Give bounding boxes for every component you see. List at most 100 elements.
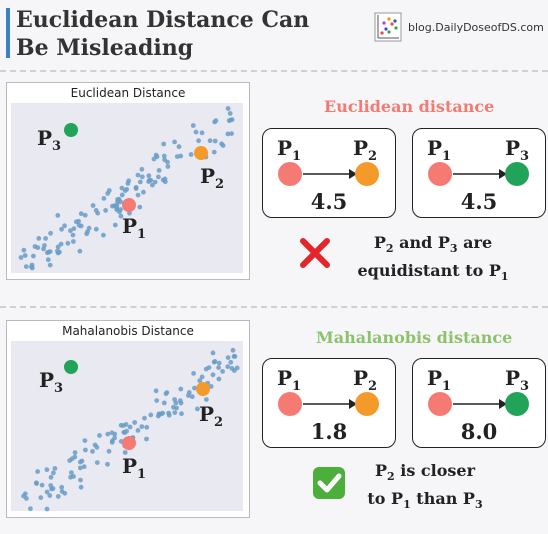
scatter-dot [93, 208, 99, 213]
scatter-dot [216, 365, 222, 370]
scatter-dot [47, 249, 53, 255]
euclidean-scatter: P3 P2 P1 [18, 106, 235, 271]
box-p1-label: P1 [277, 366, 301, 394]
scatter-dot [189, 394, 195, 400]
scatter-dot [28, 506, 33, 512]
scatter-dot [190, 123, 196, 128]
mahalanobis-p3-point [64, 360, 78, 374]
arrow-head-icon [349, 399, 357, 409]
scatter-dot [109, 439, 115, 445]
arrow-head-icon [499, 399, 507, 409]
scatter-dot [139, 424, 145, 429]
distance-value: 8.0 [461, 419, 498, 444]
scatter-dot [23, 264, 29, 269]
scatter-dot [127, 424, 133, 430]
mahalanobis-p2-label: P2 [199, 402, 223, 430]
scatter-dot [82, 438, 88, 443]
euclidean-pair-p1-p3: P1 P3 4.5 [412, 128, 546, 218]
scatter-dot [94, 444, 100, 450]
scatter-dot [165, 164, 171, 169]
scatter-dot [171, 404, 176, 410]
distance-value: 1.8 [311, 419, 348, 444]
scatter-dot [83, 447, 88, 453]
scatter-dot [36, 236, 42, 241]
scatter-dot [148, 177, 154, 183]
scatter-dot [82, 212, 88, 218]
scatter-dot [73, 219, 79, 225]
scatter-dot [31, 253, 36, 259]
scatter-dot [62, 223, 67, 229]
scatter-dot [133, 185, 139, 190]
scatter-dot [90, 449, 95, 454]
p1-circle [278, 392, 302, 416]
box-p1-label: P1 [427, 366, 451, 394]
scatter-dot [172, 410, 178, 415]
scatter-dot [112, 222, 118, 228]
scatter-dot [192, 385, 197, 391]
scatter-dot [204, 397, 209, 402]
scatter-dot [21, 247, 27, 253]
scatter-dot [135, 428, 141, 433]
scatter-dot [156, 168, 162, 173]
scatter-dot [151, 156, 157, 162]
scatter-dot [78, 211, 84, 217]
brand-url: blog.DailyDoseofDS.com [408, 20, 544, 34]
scatter-dot [196, 138, 202, 144]
scatter-dot [101, 232, 106, 238]
scatter-dot [229, 131, 235, 136]
scatter-dot [197, 378, 203, 383]
scatter-dot [68, 228, 73, 234]
scatter-dot [178, 386, 184, 392]
scatter-dot [44, 506, 50, 512]
scatter-dot [106, 448, 112, 454]
scatter-dot [112, 431, 118, 437]
scatter-dot [48, 474, 54, 480]
scatter-dot [118, 422, 124, 428]
box-p3-label: P3 [505, 136, 529, 164]
scatter-dot [163, 391, 169, 397]
title-line-2: Be Misleading [16, 35, 194, 61]
scatter-dot [144, 436, 149, 442]
scatter-dot [84, 231, 90, 237]
scatter-dot [230, 347, 236, 353]
scatter-dot [47, 262, 53, 268]
scatter-dot [93, 226, 99, 232]
scatter-dot [67, 458, 73, 463]
scatter-dot [62, 490, 68, 496]
scatter-dot [44, 467, 50, 473]
scatter-dot [225, 355, 231, 360]
scatter-dot [115, 197, 120, 202]
p3-circle [505, 392, 529, 416]
scatter-dot [78, 223, 84, 229]
scatter-dot [119, 192, 125, 198]
scatter-dot [86, 225, 92, 231]
scatter-dot [118, 213, 124, 219]
scatter-dot [225, 106, 231, 111]
scatter-dot [52, 466, 58, 471]
scatter-dot [216, 376, 222, 382]
p1-circle [428, 392, 452, 416]
scatter-dot [105, 431, 111, 437]
scatter-dot [186, 393, 191, 398]
scatter-dot [18, 255, 24, 260]
scatter-dot [211, 149, 217, 155]
scatter-dot [219, 141, 225, 147]
scatter-dot [155, 413, 161, 419]
mahalanobis-scatter-dots [21, 347, 240, 512]
scatter-dot [162, 157, 168, 163]
scatter-dot [55, 494, 61, 499]
scatter-dot [51, 470, 56, 476]
mahalanobis-plot-panel: Mahalanobis Distance P3 P2 P1 [6, 320, 250, 518]
scatter-dot [35, 469, 40, 474]
scatter-dot [177, 398, 183, 404]
scatter-dot [212, 138, 218, 144]
scatter-dot [152, 179, 158, 185]
scatter-dot [225, 364, 231, 369]
arrow-head-icon [349, 169, 357, 179]
scatter-dot [71, 239, 76, 244]
distance-value: 4.5 [311, 189, 348, 214]
scatter-dot [55, 244, 61, 250]
euclidean-p2-point [194, 146, 208, 160]
scatter-dot [137, 179, 143, 185]
scatter-dot [97, 433, 102, 438]
